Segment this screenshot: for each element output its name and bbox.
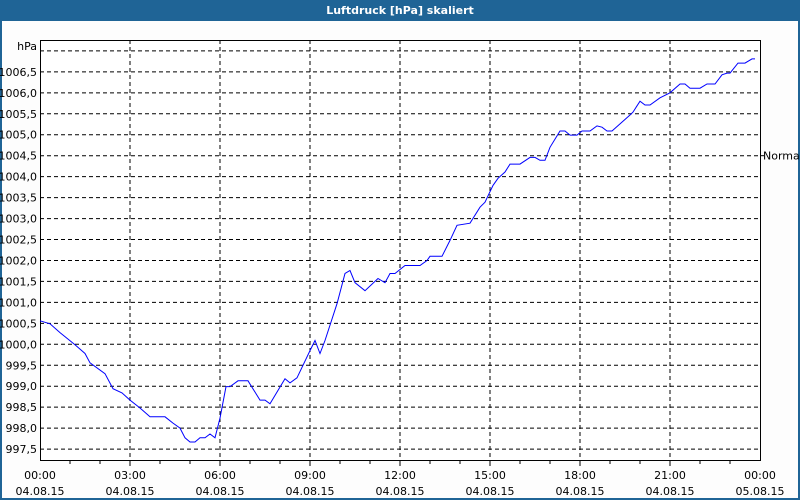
- y-tick-label: 1003,0: [0, 213, 37, 226]
- x-tick-time: 15:00: [474, 469, 506, 482]
- y-tick-label: 1002,0: [0, 254, 37, 267]
- y-tick-label: 999,5: [6, 359, 38, 372]
- y-tick-label: 1006,5: [0, 66, 37, 79]
- y-tick-label: 999,0: [6, 380, 38, 393]
- reference-label: Normal: [763, 150, 800, 163]
- x-tick-date: 04.08.15: [106, 485, 155, 498]
- y-tick-label: 1005,0: [0, 129, 37, 142]
- y-tick-label: 1006,0: [0, 87, 37, 100]
- x-tick-date: 04.08.15: [376, 485, 425, 498]
- x-tick-time: 21:00: [654, 469, 686, 482]
- x-tick-date: 04.08.15: [286, 485, 335, 498]
- y-tick-label: 1000,5: [0, 317, 37, 330]
- y-tick-label: 1004,5: [0, 150, 37, 163]
- x-tick-time: 06:00: [204, 469, 236, 482]
- x-tick-time: 00:00: [24, 469, 56, 482]
- y-tick-label: 997,5: [6, 443, 38, 456]
- x-tick-time: 03:00: [114, 469, 146, 482]
- y-tick-label: 1001,5: [0, 275, 37, 288]
- y-tick-label: 1002,5: [0, 234, 37, 247]
- x-tick-time: 09:00: [294, 469, 326, 482]
- window-title: Luftdruck [hPa] skaliert: [0, 0, 800, 21]
- x-tick-date: 05.08.15: [736, 485, 785, 498]
- y-tick-label: 998,5: [6, 401, 38, 414]
- y-tick-label: 1004,0: [0, 171, 37, 184]
- x-tick-date: 04.08.15: [196, 485, 245, 498]
- y-tick-label: 1001,0: [0, 296, 37, 309]
- x-tick-date: 04.08.15: [646, 485, 695, 498]
- x-tick-date: 04.08.15: [466, 485, 515, 498]
- plot-frame: [40, 40, 761, 461]
- y-tick-label: 1000,0: [0, 338, 37, 351]
- x-tick-time: 18:00: [564, 469, 596, 482]
- pressure-line: [39, 58, 755, 443]
- y-tick-label: 998,0: [6, 422, 38, 435]
- y-tick-label: 1005,5: [0, 108, 37, 121]
- x-tick-time: 12:00: [384, 469, 416, 482]
- y-axis-label: hPa: [17, 40, 37, 53]
- y-tick-label: 1003,5: [0, 192, 37, 205]
- x-tick-date: 04.08.15: [16, 485, 65, 498]
- x-tick-date: 04.08.15: [556, 485, 605, 498]
- x-tick-time: 00:00: [744, 469, 776, 482]
